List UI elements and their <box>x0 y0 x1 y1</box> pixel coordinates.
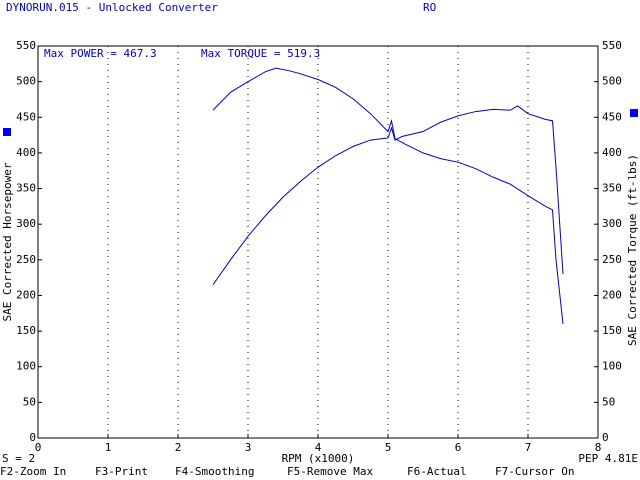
y2-tick-label: 500 <box>602 75 622 88</box>
y2-tick-label: 100 <box>602 360 622 373</box>
x-tick-label: 6 <box>455 441 462 454</box>
function-key[interactable]: F5-Remove Max <box>287 465 373 478</box>
x-tick-label: 4 <box>315 441 322 454</box>
y-tick-label: 500 <box>16 75 36 88</box>
function-key[interactable]: F7-Cursor On <box>495 465 574 478</box>
y-tick-label: 550 <box>16 39 36 52</box>
y-tick-label: 50 <box>23 395 36 408</box>
x-axis-label: RPM (x1000) <box>282 452 355 465</box>
y-tick-label: 350 <box>16 182 36 195</box>
max-power: Max POWER = 467.3 <box>44 47 157 60</box>
smoothing-status: S = 2 <box>2 452 35 465</box>
function-key[interactable]: F6-Actual <box>407 465 467 478</box>
y2-tick-label: 150 <box>602 324 622 337</box>
y-tick-label: 250 <box>16 253 36 266</box>
function-key[interactable]: F2-Zoom In <box>0 465 66 478</box>
left-marker <box>3 128 11 136</box>
series-line <box>212 105 564 286</box>
max-torque: Max TORQUE = 519.3 <box>201 47 320 60</box>
y2-tick-label: 200 <box>602 288 622 301</box>
y-tick-label: 400 <box>16 146 36 159</box>
y-axis-label: SAE Corrected Horsepower <box>1 162 14 321</box>
x-tick-label: 0 <box>35 441 42 454</box>
y2-tick-label: 550 <box>602 39 622 52</box>
pep-status: PEP 4.81E <box>578 452 638 465</box>
y-tick-label: 200 <box>16 288 36 301</box>
x-tick-label: 7 <box>525 441 532 454</box>
y2-tick-label: 50 <box>602 395 615 408</box>
right-marker <box>630 109 638 117</box>
function-key[interactable]: F4-Smoothing <box>175 465 254 478</box>
y-tick-label: 450 <box>16 110 36 123</box>
run-title: DYNORUN.015 - Unlocked Converter <box>6 1 218 14</box>
y2-tick-label: 400 <box>602 146 622 159</box>
y2-tick-label: 350 <box>602 182 622 195</box>
x-tick-label: 2 <box>175 441 182 454</box>
y2-tick-label: 450 <box>602 110 622 123</box>
x-tick-label: 3 <box>245 441 252 454</box>
plot-frame <box>37 45 599 439</box>
series-line <box>212 67 564 325</box>
run-code: RO <box>423 1 436 14</box>
y-tick-label: 300 <box>16 217 36 230</box>
y-tick-label: 150 <box>16 324 36 337</box>
function-key[interactable]: F3-Print <box>95 465 148 478</box>
y-tick-label: 100 <box>16 360 36 373</box>
y2-axis-label: SAE Corrected Torque (ft-lbs) <box>626 154 639 346</box>
x-tick-label: 1 <box>105 441 112 454</box>
x-tick-label: 5 <box>385 441 392 454</box>
y2-tick-label: 300 <box>602 217 622 230</box>
y2-tick-label: 250 <box>602 253 622 266</box>
y-tick-label: 0 <box>29 431 36 444</box>
x-tick-label: 8 <box>595 441 602 454</box>
y2-tick-label: 0 <box>602 431 609 444</box>
